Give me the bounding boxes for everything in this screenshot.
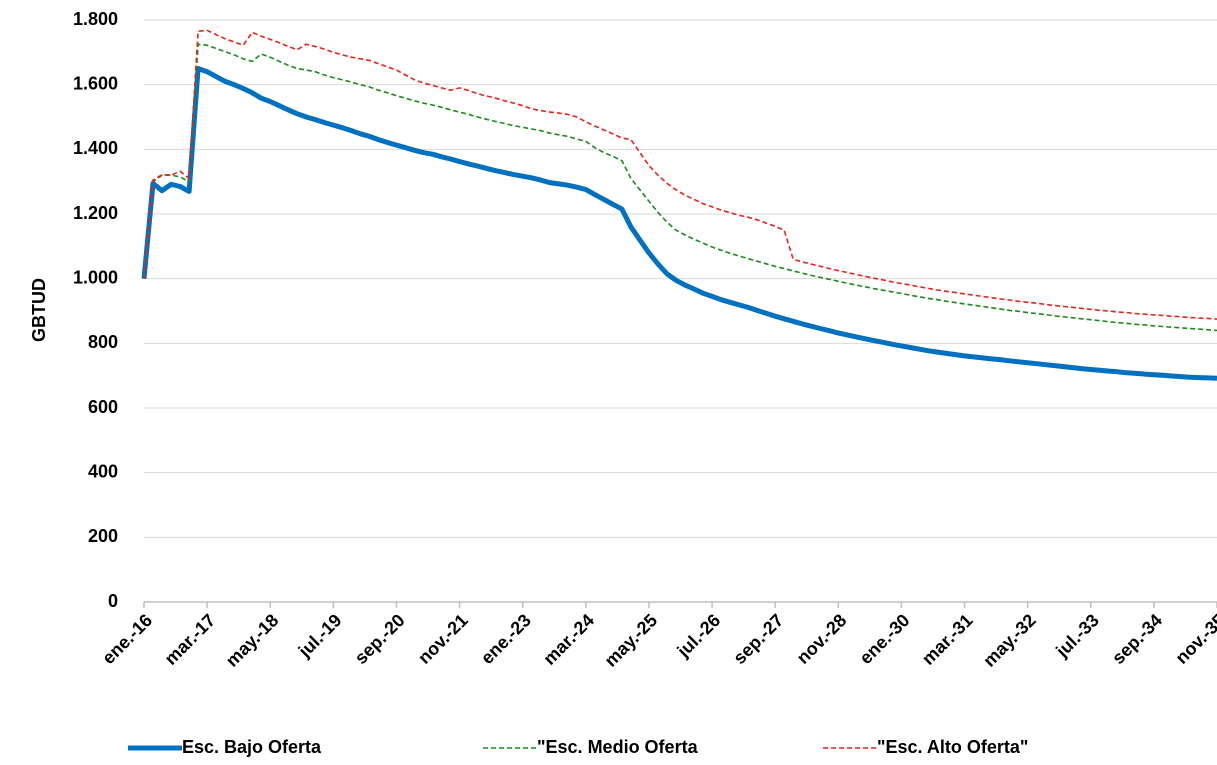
y-tick-label: 1.200	[73, 203, 118, 223]
x-tick-label: mar.-24	[539, 610, 598, 669]
x-tick-label: may.-25	[601, 610, 662, 671]
x-tick-label: nov.-28	[793, 610, 851, 668]
x-tick-label: nov.-21	[414, 610, 472, 668]
y-tick-label: 1.400	[73, 138, 118, 158]
y-tick-label: 1.600	[73, 73, 118, 93]
y-tick-label: 800	[88, 332, 118, 352]
x-tick-label: may.-18	[222, 610, 283, 671]
series-line	[143, 29, 1217, 320]
x-tick-label: mar.-31	[918, 610, 977, 669]
x-tick-label: jul.-26	[673, 610, 725, 662]
x-tick-label: jul.-33	[1051, 610, 1103, 662]
x-tick-label: ene.-23	[477, 610, 535, 668]
y-tick-label: 0	[108, 591, 118, 611]
x-tick-label: jul.-19	[294, 610, 346, 662]
y-tick-label: 400	[88, 461, 118, 481]
x-tick-label: sep.-27	[729, 610, 787, 668]
x-tick-label: sep.-34	[1108, 610, 1166, 668]
y-axis-label: GBTUD	[29, 278, 49, 342]
x-tick-label: ene.-16	[98, 610, 156, 668]
legend-label: "Esc. Medio Oferta	[537, 737, 699, 757]
legend-label: Esc. Bajo Oferta	[182, 737, 322, 757]
series-line	[143, 43, 1217, 332]
x-tick-label: sep.-20	[351, 610, 409, 668]
legend-label: "Esc. Alto Oferta"	[877, 737, 1028, 757]
y-tick-label: 200	[88, 526, 118, 546]
x-tick-label: nov.-35	[1171, 610, 1217, 668]
y-tick-label: 1.800	[73, 9, 118, 29]
series-line	[141, 66, 1217, 381]
x-tick-label: ene.-30	[856, 610, 914, 668]
x-tick-label: mar.-17	[161, 610, 220, 669]
y-tick-label: 600	[88, 397, 118, 417]
y-tick-label: 1.000	[73, 267, 118, 287]
x-tick-label: may.-32	[979, 610, 1040, 671]
